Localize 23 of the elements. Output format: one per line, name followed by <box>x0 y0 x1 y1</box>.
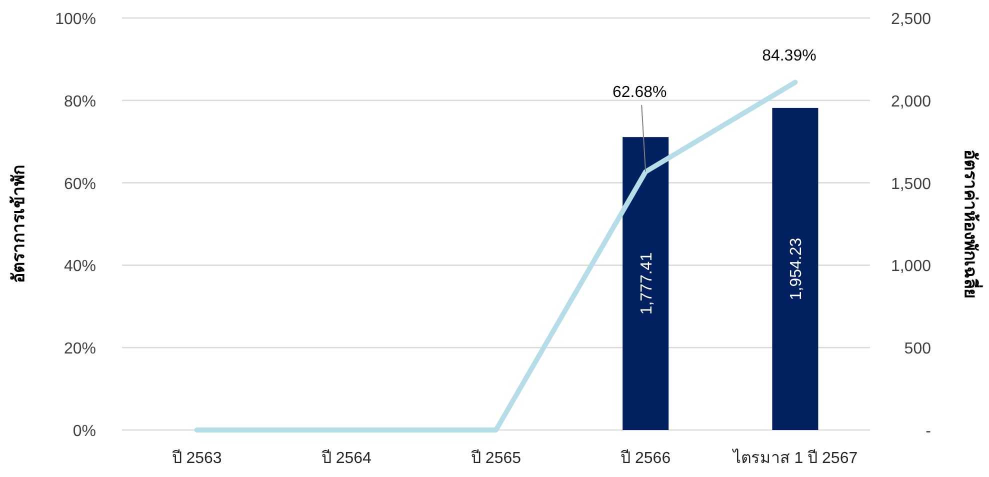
y-tick-label: 40% <box>64 258 96 276</box>
data-label: 62.68% <box>612 84 667 102</box>
x-tick-label: ปี 2565 <box>470 449 522 467</box>
y2-tick-label: 1,500 <box>890 176 932 193</box>
x-tick-label: ปี 2564 <box>321 449 372 467</box>
y-tick-label: 100% <box>55 11 96 28</box>
data-label: 1,777.41 <box>638 252 656 315</box>
x-tick-label: ปี 2563 <box>172 449 222 467</box>
y-tick-label: 0% <box>72 423 96 440</box>
y-tick-label: 60% <box>64 176 96 193</box>
y2-tick-label: 2,000 <box>890 93 932 110</box>
y-axis-title: อัตราการเข้าพัก <box>9 165 28 283</box>
y-tick-label: 80% <box>64 93 96 110</box>
data-label: 84.39% <box>762 47 816 64</box>
y2-tick-label: - <box>926 423 931 440</box>
y2-tick-label: 1,000 <box>890 258 932 276</box>
x-tick-label: ไตรมาส 1 ปี 2567 <box>730 448 858 467</box>
data-label: 1,954.23 <box>788 238 806 300</box>
y2-tick-label: 500 <box>904 340 932 358</box>
y2-axis-title: อัตราค่าห้องพักเฉลี่ย <box>961 150 983 298</box>
y2-tick-label: 2,500 <box>890 11 932 28</box>
x-tick-label: ปี 2566 <box>620 449 671 467</box>
y-tick-label: 20% <box>64 340 96 358</box>
